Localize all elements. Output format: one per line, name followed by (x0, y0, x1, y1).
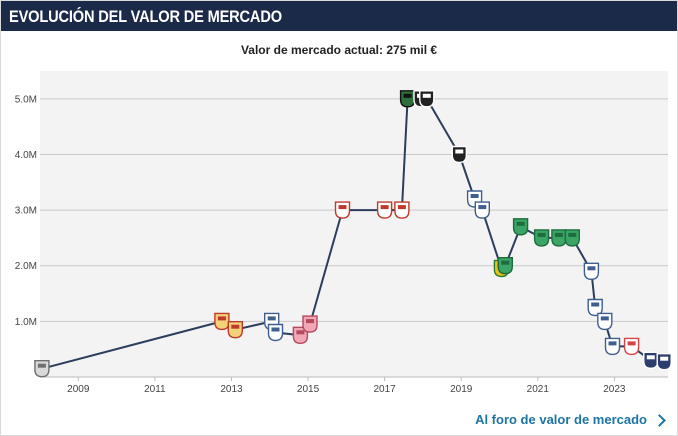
market-value-forum-link[interactable]: Al foro de valor de mercado (475, 412, 666, 427)
x-tick-label: 2013 (220, 384, 243, 395)
club-crest-icon (292, 326, 309, 344)
club-crest-icon (376, 201, 393, 219)
club-crest-icon (551, 229, 567, 247)
x-tick-label: 2011 (144, 384, 166, 395)
club-crest-icon (656, 353, 672, 371)
x-tick-label: 2019 (450, 384, 473, 395)
plot-area (40, 71, 668, 377)
club-crest-icon (214, 312, 230, 331)
club-crest-icon (512, 218, 529, 236)
club-crest-icon (597, 312, 613, 331)
x-tick-label: 2017 (374, 384, 397, 395)
club-crest-icon (399, 90, 416, 108)
club-crest-icon (334, 201, 351, 219)
club-crest-icon (623, 337, 640, 356)
club-crest-icon (533, 229, 550, 247)
y-tick-label: 4.0M (15, 150, 37, 161)
x-tick-label: 2009 (67, 384, 90, 395)
y-tick-label: 1.0M (15, 317, 37, 328)
panel-title: EVOLUCIÓN DEL VALOR DE MERCADO (9, 7, 282, 26)
x-tick-label: 2015 (297, 384, 320, 395)
club-crest-icon (587, 298, 603, 317)
club-crest-icon (497, 257, 513, 275)
club-crest-icon (227, 321, 244, 339)
club-crest-icon (643, 351, 659, 369)
current-market-value: Valor de mercado actual: 275 mil € (240, 43, 438, 57)
y-tick-label: 2.0M (15, 261, 37, 272)
club-crest-icon (474, 201, 490, 219)
club-crest-icon (604, 337, 621, 356)
x-tick-label: 2021 (527, 384, 550, 395)
y-tick-label: 5.0M (15, 94, 37, 105)
club-crest-icon (419, 90, 435, 108)
club-crest-icon (564, 229, 580, 247)
club-crest-icon (34, 360, 50, 378)
x-tick-label: 2023 (603, 384, 626, 395)
y-tick-label: 3.0M (15, 206, 37, 217)
panel-header: EVOLUCIÓN DEL VALOR DE MERCADO (1, 1, 677, 31)
club-crest-icon (302, 315, 318, 333)
chevron-right-icon (653, 413, 666, 427)
club-crest-icon (583, 262, 600, 280)
club-crest-icon (451, 145, 467, 164)
market-value-forum-link-label: Al foro de valor de mercado (475, 412, 647, 427)
club-crest-icon (267, 323, 284, 342)
club-crest-icon (394, 201, 410, 219)
